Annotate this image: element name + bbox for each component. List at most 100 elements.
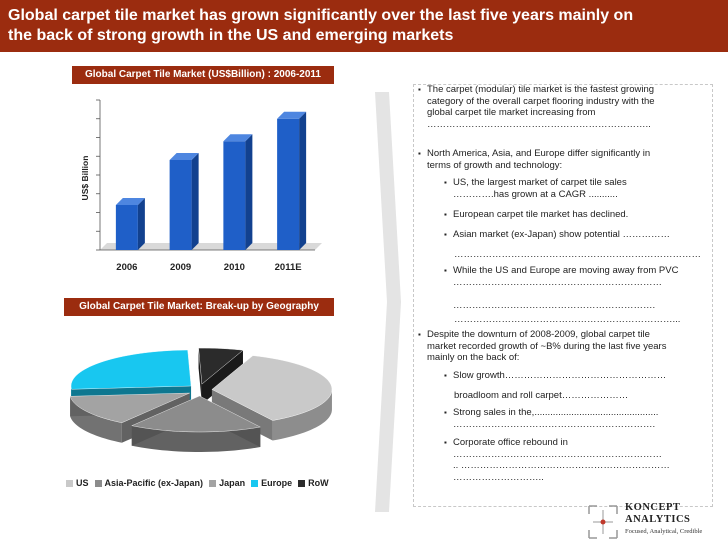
bar-top <box>223 134 253 142</box>
pie-legend: US Asia-Pacific (ex-Japan) Japan Europe RoW <box>66 478 366 488</box>
legend-swatch <box>66 479 73 487</box>
bullet-item: broadloom and roll carpet………………… <box>454 390 628 402</box>
bullet-line <box>453 288 678 300</box>
bar-side <box>137 198 145 250</box>
bar-side <box>299 111 307 250</box>
legend-item: Asia-Pacific (ex-Japan) <box>94 478 204 488</box>
bar-top <box>169 153 199 160</box>
bullet-line: terms of growth and technology: <box>427 159 563 171</box>
legend-label: Europe <box>261 478 293 488</box>
legend-label: Asia-Pacific (ex-Japan) <box>104 478 204 488</box>
bullet-line: ………………………………………………………. <box>453 299 656 311</box>
bar-side <box>245 134 253 250</box>
bullet-item: ▪ The carpet (modular) tile market is the… <box>418 84 655 130</box>
legend-item: Japan <box>209 478 245 488</box>
chevron-arrow-icon <box>375 92 401 512</box>
bullet-item: ▪ North America, Asia, and Europe differ … <box>418 148 651 171</box>
bullet-marker-icon: ▪ <box>444 371 447 380</box>
bullet-line: ………………………………………………………. <box>453 418 656 430</box>
bullet-marker-icon: ▪ <box>444 230 447 239</box>
legend-swatch <box>298 479 306 487</box>
bullet-line: US, the largest market of carpet tile sa… <box>453 177 627 188</box>
x-tick-label: 2009 <box>170 262 191 273</box>
legend-swatch <box>94 479 102 487</box>
legend-label: RoW <box>308 478 329 488</box>
bar-2010 <box>223 134 253 250</box>
company-logo: KONCEPT ANALYTICS Focused, Analytical, C… <box>585 500 725 546</box>
bullet-line: …………………………………………………………………… <box>454 249 701 260</box>
legend-label: Japan <box>219 478 246 488</box>
pie-slice-side <box>70 396 122 443</box>
bullet-item: ……………………………………………………………... <box>454 314 680 326</box>
bullet-item: ▪ Corporate office rebound in………………………………… <box>444 437 670 483</box>
bullet-line: market recorded growth of ~B% during the… <box>427 340 667 352</box>
pie-slice-top <box>69 392 190 423</box>
bullet-line: Asian market (ex-Japan) show potential …… <box>453 229 670 240</box>
x-tick-label: 2010 <box>224 262 245 273</box>
bar-chart: US$ Billion 2006 2009 2010 2011E <box>80 99 322 273</box>
slide-title-line1: Global carpet tile market has grown sign… <box>8 7 634 24</box>
pie-slice-asia-pacific-ex-japan- <box>131 395 261 452</box>
pie-slice-top <box>198 347 244 385</box>
bullet-item: ▪ US, the largest market of carpet tile s… <box>444 177 627 200</box>
bar-front <box>277 118 300 250</box>
pie-slice-top <box>131 395 261 433</box>
bar-2011E <box>277 111 307 250</box>
bullet-line: category of the overall carpet flooring … <box>427 95 655 107</box>
bar-side <box>191 153 199 250</box>
bar-top <box>277 111 307 119</box>
bullet-line: While the US and Europe are moving away … <box>453 265 679 276</box>
bullet-line: .. ………………………………………………………… <box>453 460 670 471</box>
bullet-item: ▪ While the US and Europe are moving away… <box>444 265 679 311</box>
bar-front <box>169 160 192 250</box>
legend-item: Europe <box>251 478 292 488</box>
bar-front <box>115 205 138 250</box>
bar-2009 <box>169 153 199 250</box>
bullet-marker-icon: ▪ <box>444 210 447 219</box>
logo-mark-icon <box>588 505 618 539</box>
commentary-box <box>413 84 713 507</box>
logo-name-line2: ANALYTICS <box>625 514 691 525</box>
bullet-line: Slow growth…………………………………………… <box>453 370 667 381</box>
pie-chart-title: Global Carpet Tile Market: Break-up by G… <box>64 298 334 316</box>
pie-slice-top <box>70 349 192 390</box>
legend-swatch <box>209 479 217 487</box>
pie-slice-top <box>211 355 333 421</box>
logo-name-line1: KONCEPT <box>625 502 681 513</box>
bullet-line: global carpet tile market increasing fro… <box>427 107 596 118</box>
bullet-line: ……………………….. <box>453 471 544 483</box>
pie-slice-edge <box>198 348 202 405</box>
bullet-line: ………………………………………………………… <box>453 448 662 460</box>
bullet-line: The carpet (modular) tile market is the … <box>427 84 655 95</box>
y-axis-label: US$ Billion <box>80 156 90 201</box>
bullet-marker-icon: ▪ <box>418 149 421 158</box>
x-tick-label: 2011E <box>275 262 302 273</box>
bar-top <box>115 198 145 205</box>
bullet-item: ▪ Asian market (ex-Japan) show potential … <box>444 229 670 241</box>
bullet-marker-icon: ▪ <box>418 85 421 94</box>
bullet-line: mainly on the back of: <box>427 352 520 363</box>
bar-front <box>223 141 246 250</box>
legend-item: US <box>66 478 89 488</box>
logo-tagline: Focused, Analytical, Credible <box>625 528 703 535</box>
logo-name: KONCEPT ANALYTICS <box>625 502 690 526</box>
bullet-line: broadloom and roll carpet………………… <box>454 390 629 401</box>
slide-title-line2: the back of strong growth in the US and … <box>8 27 454 44</box>
x-tick-label: 2006 <box>116 262 137 273</box>
bullet-line: North America, Asia, and Europe differ s… <box>427 148 651 159</box>
bullet-line: Strong sales in the,....................… <box>453 407 659 418</box>
pie-chart <box>69 347 333 452</box>
bullet-item: ▪ Slow growth…………………………………………… <box>444 370 667 382</box>
bullet-marker-icon: ▪ <box>444 178 447 187</box>
legend-label: US <box>76 478 89 488</box>
bullet-marker-icon: ▪ <box>444 408 447 417</box>
bullet-item: ▪ Despite the downturn of 2008-2009, glob… <box>418 329 667 364</box>
bullet-marker-icon: ▪ <box>444 266 447 275</box>
bullet-line: …………………………………………………………….. <box>427 118 651 130</box>
bar-2006 <box>115 198 145 250</box>
pie-slice-side <box>131 425 261 452</box>
bullet-item: …………………………………………………………………… <box>454 249 701 261</box>
bullet-marker-icon: ▪ <box>418 330 421 339</box>
bullet-item: ▪ European carpet tile market has decline… <box>444 209 628 221</box>
legend-item: RoW <box>298 478 329 488</box>
